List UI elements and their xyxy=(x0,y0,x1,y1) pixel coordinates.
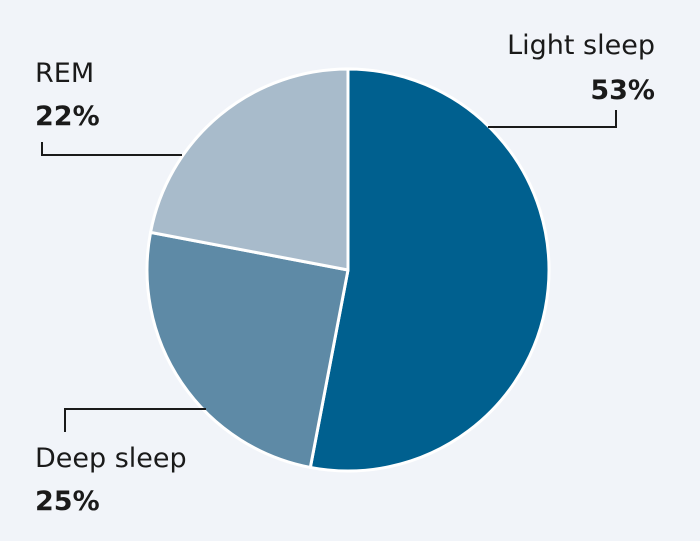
slice-label-rem: REM xyxy=(35,58,94,89)
leader-line-light-sleep xyxy=(488,110,617,128)
slice-label-light-sleep: Light sleep xyxy=(507,30,655,61)
leader-line-deep-sleep xyxy=(64,408,206,432)
slice-value-light-sleep: 53% xyxy=(590,75,655,106)
pie-slice-deep-sleep xyxy=(145,230,350,469)
pie-slices xyxy=(145,67,551,473)
leader-line-rem xyxy=(41,142,182,156)
pie-slice-rem xyxy=(149,67,350,272)
slice-value-deep-sleep: 25% xyxy=(35,486,100,517)
pie-slice-light-sleep xyxy=(308,67,551,473)
slice-value-rem: 22% xyxy=(35,101,100,132)
slice-label-deep-sleep: Deep sleep xyxy=(35,443,187,474)
